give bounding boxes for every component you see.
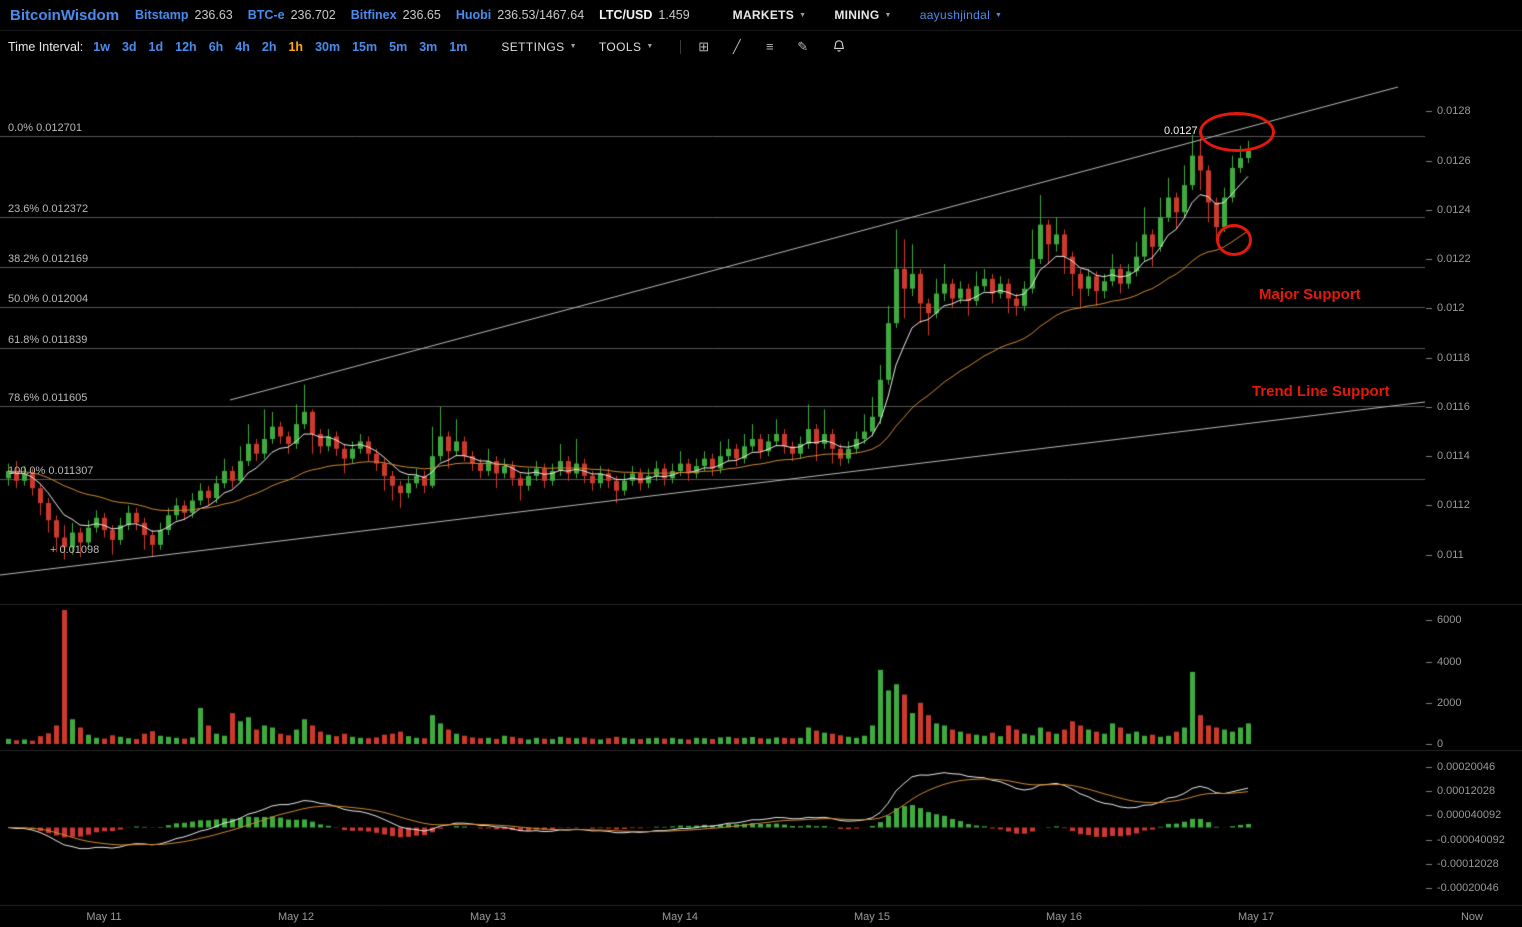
interval-4h[interactable]: 4h bbox=[235, 39, 250, 54]
username: aayushjindal bbox=[919, 8, 991, 22]
alerts-button[interactable] bbox=[832, 39, 846, 54]
ticker-value: 236.702 bbox=[290, 8, 336, 22]
interval-1w[interactable]: 1w bbox=[93, 39, 110, 54]
toolbar-divider bbox=[679, 39, 681, 54]
ticker-name: LTC/USD bbox=[599, 8, 653, 22]
mining-menu-label: MINING bbox=[834, 8, 880, 22]
bell-icon bbox=[833, 40, 844, 52]
interval-6h[interactable]: 6h bbox=[208, 39, 224, 54]
chevron-down-icon: ▼ bbox=[799, 11, 807, 19]
interval-15m[interactable]: 15m bbox=[352, 39, 378, 54]
ticker-name: Bitstamp bbox=[135, 8, 189, 22]
time-interval-label: Time Interval: bbox=[8, 39, 84, 54]
chevron-down-icon: ▼ bbox=[646, 43, 654, 50]
add-indicator-icon[interactable]: ⊞ bbox=[698, 38, 710, 54]
ticker-ltc-usd[interactable]: LTC/USD 1.459 bbox=[599, 8, 690, 22]
interval-1m[interactable]: 1m bbox=[449, 39, 468, 54]
interval-12h[interactable]: 12h bbox=[175, 39, 197, 54]
tools-menu[interactable]: TOOLS ▼ bbox=[599, 40, 654, 54]
user-menu[interactable]: aayushjindal ▼ bbox=[920, 8, 1003, 22]
ticker-name: BTC-e bbox=[247, 8, 285, 22]
settings-menu[interactable]: SETTINGS ▼ bbox=[501, 40, 577, 54]
ticker-huobi[interactable]: Huobi 236.53/1467.64 bbox=[456, 8, 584, 22]
ticker-value: 236.63 bbox=[194, 8, 233, 22]
mining-menu[interactable]: MINING ▼ bbox=[834, 8, 891, 22]
chart-area: 0.0128 0.0126 0.0124 0.0122 0.012 0.0118 0.011… bbox=[0, 62, 1522, 927]
settings-label: SETTINGS bbox=[501, 39, 565, 54]
tools-label: TOOLS bbox=[598, 39, 642, 54]
chevron-down-icon: ▼ bbox=[884, 11, 892, 19]
chart-toolbar: Time Interval: 1w 3d 1d 12h 6h 4h 2h 1h 30m 15m 5m… bbox=[0, 31, 1522, 63]
ticker-value: 236.53/1467.64 bbox=[497, 8, 585, 22]
interval-1d[interactable]: 1d bbox=[148, 39, 164, 54]
interval-1h[interactable]: 1h bbox=[288, 39, 304, 54]
interval-30m[interactable]: 30m bbox=[315, 39, 341, 54]
top-bar: BitcoinWisdom Bitstamp 236.63 BTC-e 236.702… bbox=[0, 0, 1522, 31]
logo[interactable]: BitcoinWisdom bbox=[10, 6, 120, 24]
ticker-list: Bitstamp 236.63 BTC-e 236.702 Bitfinex 236.65… bbox=[135, 8, 705, 22]
ticker-value: 1.459 bbox=[658, 8, 690, 22]
ticker-bitfinex[interactable]: Bitfinex 236.65 bbox=[351, 8, 441, 22]
interval-3m[interactable]: 3m bbox=[419, 39, 438, 54]
interval-list: 1w 3d 1d 12h 6h 4h 2h 1h 30m 15m 5m 3m 1m bbox=[93, 40, 479, 54]
interval-5m[interactable]: 5m bbox=[389, 39, 408, 54]
interval-2h[interactable]: 2h bbox=[261, 39, 277, 54]
ticker-name: Bitfinex bbox=[350, 8, 397, 22]
line-tool-icon[interactable]: ╱ bbox=[732, 38, 741, 54]
chevron-down-icon: ▼ bbox=[995, 11, 1003, 19]
fib-retracement-icon[interactable]: ≡ bbox=[765, 39, 774, 54]
markets-menu-label: MARKETS bbox=[732, 8, 795, 22]
ticker-value: 236.65 bbox=[402, 8, 441, 22]
drawing-tools: ⊞ ╱ ≡ ✎ bbox=[695, 39, 812, 55]
chart-canvas[interactable] bbox=[0, 62, 1522, 927]
ticker-bitstamp[interactable]: Bitstamp 236.63 bbox=[135, 8, 233, 22]
chevron-down-icon: ▼ bbox=[569, 43, 577, 50]
ticker-btc-e[interactable]: BTC-e 236.702 bbox=[248, 8, 336, 22]
ticker-name: Huobi bbox=[455, 8, 492, 22]
brush-tool-icon[interactable]: ✎ bbox=[797, 38, 809, 54]
interval-3d[interactable]: 3d bbox=[121, 39, 137, 54]
markets-menu[interactable]: MARKETS ▼ bbox=[733, 8, 807, 22]
